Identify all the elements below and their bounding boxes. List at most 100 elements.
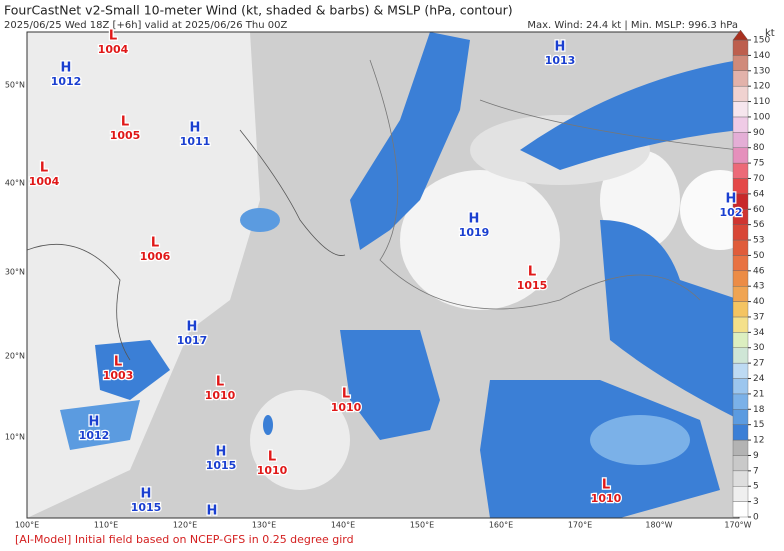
colorbar-segment: [732, 455, 749, 472]
center-symbol: H: [187, 320, 198, 335]
colorbar-segment: [732, 85, 749, 102]
center-symbol: L: [121, 115, 129, 130]
center-symbol: H: [190, 121, 201, 136]
center-pressure: 1011: [180, 135, 211, 148]
colorbar-label: 110: [753, 97, 770, 107]
lat-label: 20°N: [5, 352, 25, 361]
colorbar-unit: kt: [765, 28, 775, 39]
lat-label: 30°N: [5, 268, 25, 277]
center-symbol: L: [109, 29, 117, 44]
lat-label: 10°N: [5, 433, 25, 442]
colorbar-label: 43: [753, 282, 764, 292]
lon-label: 140°E: [331, 521, 355, 530]
colorbar-segment: [732, 270, 749, 287]
colorbar-label: 27: [753, 359, 764, 369]
lat-label: 50°N: [5, 81, 25, 90]
colorbar-label: 3: [753, 497, 759, 507]
colorbar-label: 90: [753, 128, 765, 138]
lon-label: 170°W: [724, 521, 751, 530]
colorbar-segment: [732, 132, 749, 148]
lon-label: 150°E: [410, 521, 434, 530]
colorbar-label: 46: [753, 266, 765, 276]
colorbar-label: 37: [753, 312, 764, 322]
center-symbol: L: [151, 236, 159, 251]
colorbar-segment: [732, 424, 749, 441]
subtitle: 2025/06/25 Wed 18Z [+6h] valid at 2025/0…: [4, 20, 287, 31]
colorbar-segment: [732, 70, 749, 87]
center-symbol: L: [342, 387, 350, 402]
center-pressure: 1004: [29, 175, 60, 188]
colorbar-segment: [732, 470, 749, 487]
lon-label: 100°E: [15, 521, 39, 530]
center-pressure: 1013: [545, 54, 576, 67]
center-symbol: L: [528, 265, 536, 280]
colorbar-label: 120: [753, 82, 770, 92]
center-pressure: 1006: [140, 250, 171, 263]
lon-label: 160°E: [489, 521, 513, 530]
center-symbol: H: [726, 192, 737, 207]
colorbar-segment: [732, 116, 749, 133]
center-symbol: H: [469, 212, 480, 227]
colorbar-label: 21: [753, 389, 764, 399]
colorbar-segment: [732, 301, 749, 318]
colorbar-label: 130: [753, 66, 770, 76]
center-symbol: H: [141, 487, 152, 502]
colorbar-label: 18: [753, 405, 765, 415]
center-pressure: 1019: [459, 226, 490, 239]
center-pressure: 1015: [517, 279, 548, 292]
colorbar-segment: [732, 316, 749, 333]
center-pressure: 1015: [131, 501, 162, 514]
colorbar-label: 140: [753, 51, 770, 61]
center-pressure: 1010: [591, 492, 622, 505]
colorbar-label: 56: [753, 220, 765, 230]
center-symbol: L: [216, 375, 224, 390]
center-pressure: 1012: [51, 75, 82, 88]
center-pressure: 1005: [110, 129, 141, 142]
colorbar-segment: [732, 409, 749, 425]
colorbar-label: 60: [753, 205, 765, 215]
colorbar-segment: [732, 285, 749, 302]
lon-label: 110°E: [94, 521, 118, 530]
colorbar-segment: [732, 393, 749, 410]
lon-label: 170°E: [568, 521, 592, 530]
center-pressure: 1017: [177, 334, 208, 347]
colorbar-label: 64: [753, 189, 765, 199]
colorbar-segment: [732, 347, 749, 364]
center-symbol: H: [207, 504, 218, 519]
colorbar-label: 0: [753, 513, 759, 523]
colorbar-segment: [732, 255, 749, 272]
colorbar-label: 50: [753, 251, 765, 261]
colorbar-label: 34: [753, 328, 765, 338]
center-pressure: 102: [720, 206, 743, 219]
lon-label: 130°E: [252, 521, 276, 530]
map: [27, 32, 739, 518]
center-pressure: 1004: [98, 43, 129, 56]
colorbar-label: 7: [753, 466, 759, 476]
colorbar-label: 80: [753, 143, 765, 153]
colorbar-extend: [732, 29, 749, 41]
colorbar-segment: [732, 332, 749, 348]
lat-label: 40°N: [5, 179, 25, 188]
colorbar-label: 24: [753, 374, 765, 384]
colorbar-label: 5: [753, 482, 759, 492]
stats: Max. Wind: 24.4 kt | Min. MSLP: 996.3 hP…: [527, 20, 738, 31]
center-symbol: L: [40, 161, 48, 176]
colorbar-segment: [732, 55, 749, 71]
center-pressure: 1003: [103, 369, 134, 382]
lon-label: 180°W: [645, 521, 672, 530]
colorbar-segment: [732, 378, 749, 395]
colorbar-label: 100: [753, 112, 770, 122]
center-pressure: 1010: [331, 401, 362, 414]
center-symbol: L: [268, 450, 276, 465]
colorbar-label: 15: [753, 420, 764, 430]
colorbar-segment: [732, 162, 749, 179]
colorbar-label: 12: [753, 436, 764, 446]
colorbar-segment: [732, 486, 749, 502]
center-symbol: H: [89, 415, 100, 430]
colorbar-label: 53: [753, 236, 764, 246]
footer: [AI-Model] Initial field based on NCEP-G…: [15, 533, 354, 546]
colorbar-label: 70: [753, 174, 765, 184]
center-pressure: 1010: [205, 389, 236, 402]
center-symbol: H: [216, 445, 227, 460]
colorbar-segment: [732, 439, 749, 456]
